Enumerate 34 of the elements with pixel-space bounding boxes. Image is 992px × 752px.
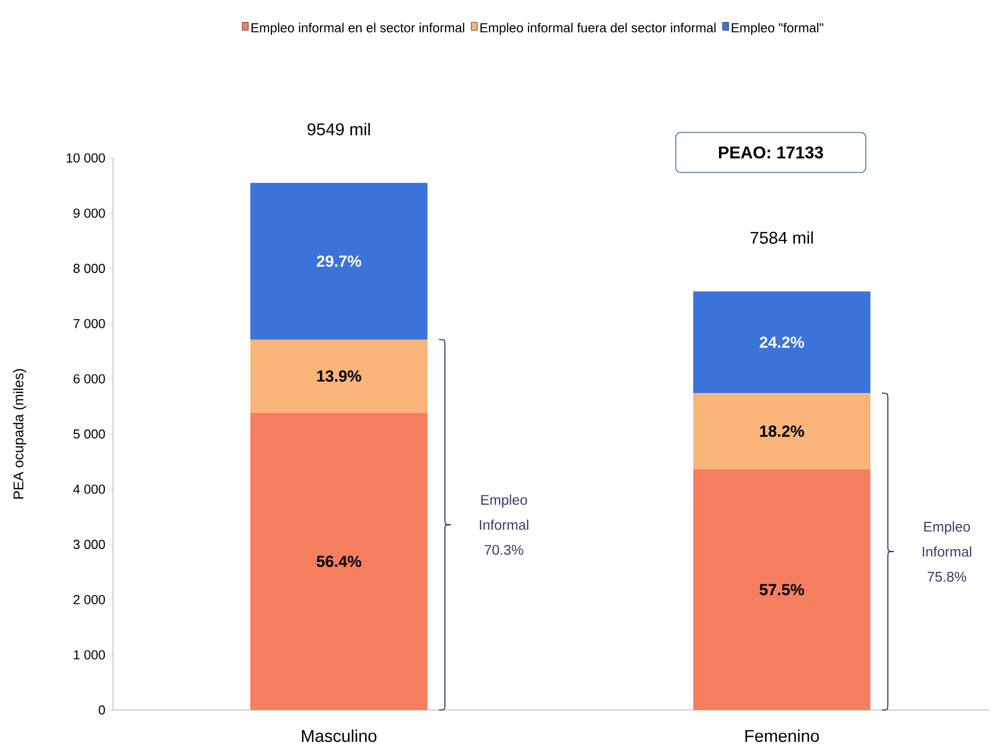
y-tick-label: 8 000 bbox=[74, 264, 105, 273]
x-tick-label: Masculino bbox=[302, 730, 376, 742]
annotation: PEAO: 17133 bbox=[718, 146, 824, 159]
annotation: 56.4% bbox=[316, 556, 362, 568]
y-tick-label: 4 000 bbox=[73, 484, 105, 494]
bar bbox=[693, 291, 870, 394]
y-tick-label: 2 000 bbox=[74, 594, 105, 604]
total-label: 9549 mil bbox=[308, 122, 370, 136]
total-label: 7584 mil bbox=[750, 231, 813, 244]
annotation: 29.7% bbox=[316, 256, 362, 267]
y-tick-label: 7 000 bbox=[74, 318, 105, 328]
legend-label: Empleo informal en el sector informal bbox=[252, 22, 464, 35]
y-tick-label: 5 000 bbox=[73, 429, 105, 439]
y-axis-title: PEA ocupada (miles) bbox=[13, 369, 26, 499]
x-tick-label: Femenino bbox=[745, 730, 819, 742]
bar bbox=[250, 339, 428, 413]
y-tick-label: 9 000 bbox=[74, 208, 105, 218]
y-tick-label: 0 bbox=[98, 705, 105, 715]
bar bbox=[250, 412, 428, 710]
legend-label: Empleo informal fuera del sector informal bbox=[480, 22, 716, 35]
annotation: Empleo Informal 75.8% bbox=[922, 521, 972, 582]
annotation: 24.2% bbox=[760, 336, 804, 348]
annotation: 18.2% bbox=[760, 426, 804, 437]
bar bbox=[693, 393, 870, 470]
y-tick-label: 3 000 bbox=[73, 540, 105, 549]
legend-label: Empleo "formal" bbox=[732, 22, 824, 35]
annotation: 57.5% bbox=[760, 584, 804, 596]
y-tick-label: 10 000 bbox=[66, 153, 105, 163]
annotation: 13.9% bbox=[317, 370, 362, 382]
annotation: Empleo Informal 70.3% bbox=[480, 494, 528, 555]
y-tick-label: 6 000 bbox=[74, 374, 105, 384]
bar bbox=[250, 182, 428, 340]
y-tick-label: 1 000 bbox=[74, 650, 105, 660]
bar bbox=[693, 469, 870, 710]
